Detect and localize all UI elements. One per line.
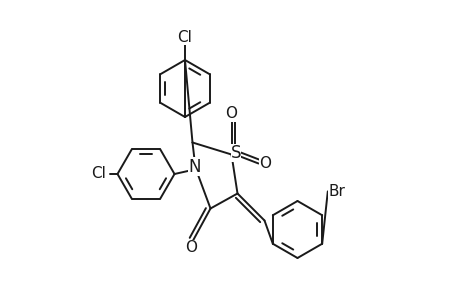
Text: S: S — [230, 144, 241, 162]
Text: Br: Br — [327, 184, 344, 200]
Text: Cl: Cl — [177, 30, 192, 45]
Text: Cl: Cl — [91, 167, 106, 182]
Text: O: O — [225, 106, 237, 122]
Text: O: O — [258, 156, 270, 171]
Text: N: N — [188, 158, 201, 175]
Text: O: O — [185, 240, 196, 255]
